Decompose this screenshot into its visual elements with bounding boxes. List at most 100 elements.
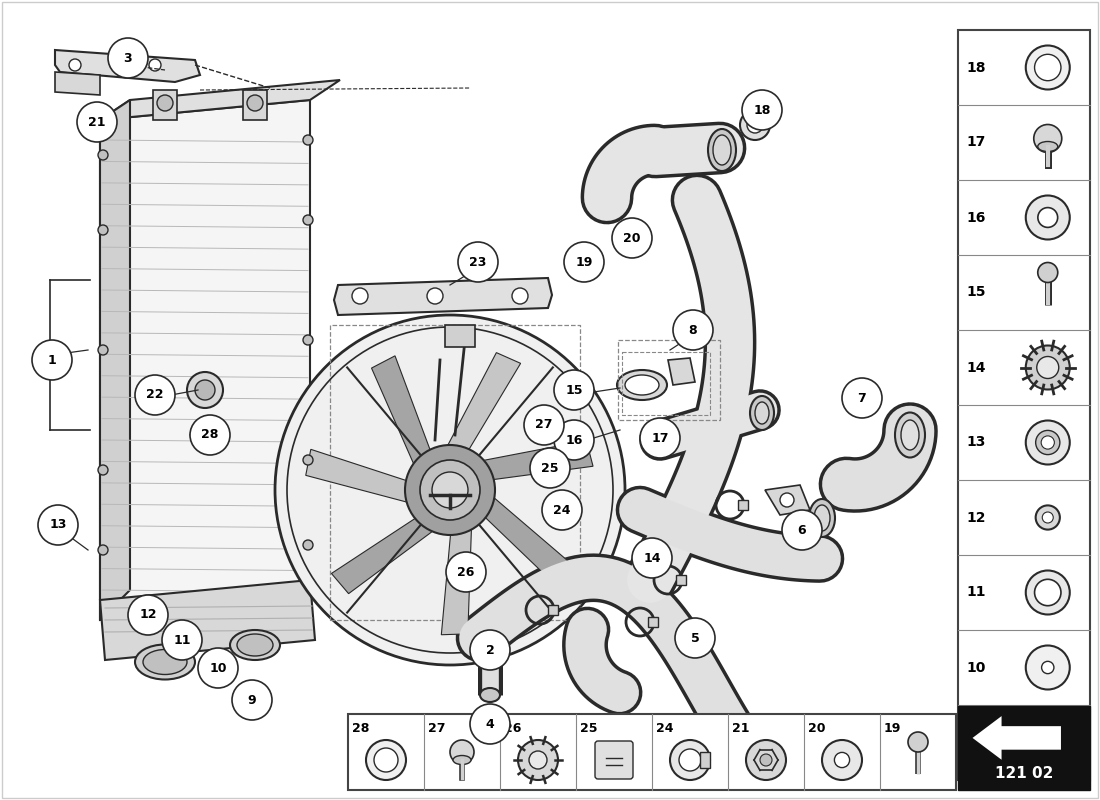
Circle shape: [1037, 262, 1058, 282]
Circle shape: [835, 752, 849, 768]
Text: 17: 17: [651, 431, 669, 445]
Text: 25: 25: [541, 462, 559, 474]
Circle shape: [128, 595, 168, 635]
Circle shape: [760, 754, 772, 766]
Text: 11: 11: [966, 586, 986, 599]
Bar: [648, 617, 658, 627]
Text: 18: 18: [754, 103, 771, 117]
Circle shape: [32, 340, 72, 380]
Circle shape: [275, 315, 625, 665]
Text: 11: 11: [174, 634, 190, 646]
Polygon shape: [55, 72, 100, 95]
Circle shape: [742, 90, 782, 130]
Bar: [446, 325, 475, 347]
Circle shape: [554, 420, 594, 460]
Bar: [548, 605, 558, 615]
Bar: [958, 706, 1090, 790]
Text: 16: 16: [565, 434, 583, 446]
Text: 28: 28: [352, 722, 370, 734]
Circle shape: [679, 749, 701, 771]
Circle shape: [195, 380, 214, 400]
Polygon shape: [764, 485, 810, 515]
Text: 27: 27: [428, 722, 446, 734]
Text: 22: 22: [146, 389, 164, 402]
Circle shape: [69, 59, 81, 71]
Polygon shape: [100, 80, 340, 120]
Text: 14: 14: [644, 551, 661, 565]
Bar: [676, 575, 686, 585]
Text: 19: 19: [884, 722, 901, 734]
Ellipse shape: [713, 135, 732, 165]
Bar: [738, 500, 748, 510]
Circle shape: [747, 117, 763, 133]
Text: 18: 18: [966, 61, 986, 74]
Circle shape: [302, 455, 313, 465]
Circle shape: [673, 310, 713, 350]
Circle shape: [98, 150, 108, 160]
Circle shape: [39, 505, 78, 545]
Circle shape: [746, 740, 786, 780]
Circle shape: [302, 540, 313, 550]
Polygon shape: [472, 441, 593, 481]
Text: 21: 21: [732, 722, 749, 734]
Polygon shape: [441, 518, 472, 634]
Circle shape: [450, 740, 474, 764]
Ellipse shape: [480, 688, 501, 702]
Text: 15: 15: [565, 383, 583, 397]
FancyArrow shape: [972, 716, 1062, 760]
Polygon shape: [442, 353, 520, 458]
Circle shape: [135, 375, 175, 415]
Text: 10: 10: [966, 661, 986, 674]
Ellipse shape: [814, 505, 830, 531]
Circle shape: [162, 620, 202, 660]
Circle shape: [98, 465, 108, 475]
Bar: [700, 752, 710, 768]
Circle shape: [157, 95, 173, 111]
Circle shape: [512, 288, 528, 304]
Polygon shape: [100, 100, 130, 620]
Polygon shape: [55, 50, 200, 82]
Text: 8: 8: [689, 323, 697, 337]
Text: 3: 3: [123, 51, 132, 65]
Circle shape: [782, 510, 822, 550]
Polygon shape: [306, 450, 418, 505]
Ellipse shape: [625, 375, 659, 395]
Circle shape: [529, 751, 547, 769]
Polygon shape: [372, 356, 433, 475]
Text: 19: 19: [575, 255, 593, 269]
Ellipse shape: [708, 129, 736, 171]
Polygon shape: [478, 490, 573, 587]
Polygon shape: [668, 358, 695, 385]
Ellipse shape: [191, 386, 219, 404]
Text: 27: 27: [536, 418, 552, 431]
Ellipse shape: [750, 396, 774, 430]
Circle shape: [554, 370, 594, 410]
Circle shape: [302, 135, 313, 145]
Circle shape: [446, 552, 486, 592]
Text: 24: 24: [656, 722, 673, 734]
Text: 12: 12: [140, 609, 156, 622]
Polygon shape: [331, 513, 442, 594]
Circle shape: [302, 335, 313, 345]
Circle shape: [302, 215, 313, 225]
Circle shape: [1042, 436, 1055, 449]
Circle shape: [77, 102, 117, 142]
Text: 7: 7: [858, 391, 867, 405]
Circle shape: [1037, 357, 1059, 378]
Circle shape: [458, 242, 498, 282]
Bar: [153, 90, 177, 120]
Text: 20: 20: [624, 231, 640, 245]
Circle shape: [822, 740, 862, 780]
Circle shape: [1038, 208, 1058, 227]
Circle shape: [1036, 430, 1060, 454]
Polygon shape: [334, 278, 552, 315]
Circle shape: [98, 345, 108, 355]
Circle shape: [1042, 662, 1054, 674]
Text: 14: 14: [966, 361, 986, 374]
Text: 17: 17: [966, 135, 986, 150]
Circle shape: [148, 59, 161, 71]
Polygon shape: [100, 580, 315, 660]
Ellipse shape: [230, 630, 280, 660]
Circle shape: [1026, 346, 1070, 390]
Circle shape: [190, 415, 230, 455]
